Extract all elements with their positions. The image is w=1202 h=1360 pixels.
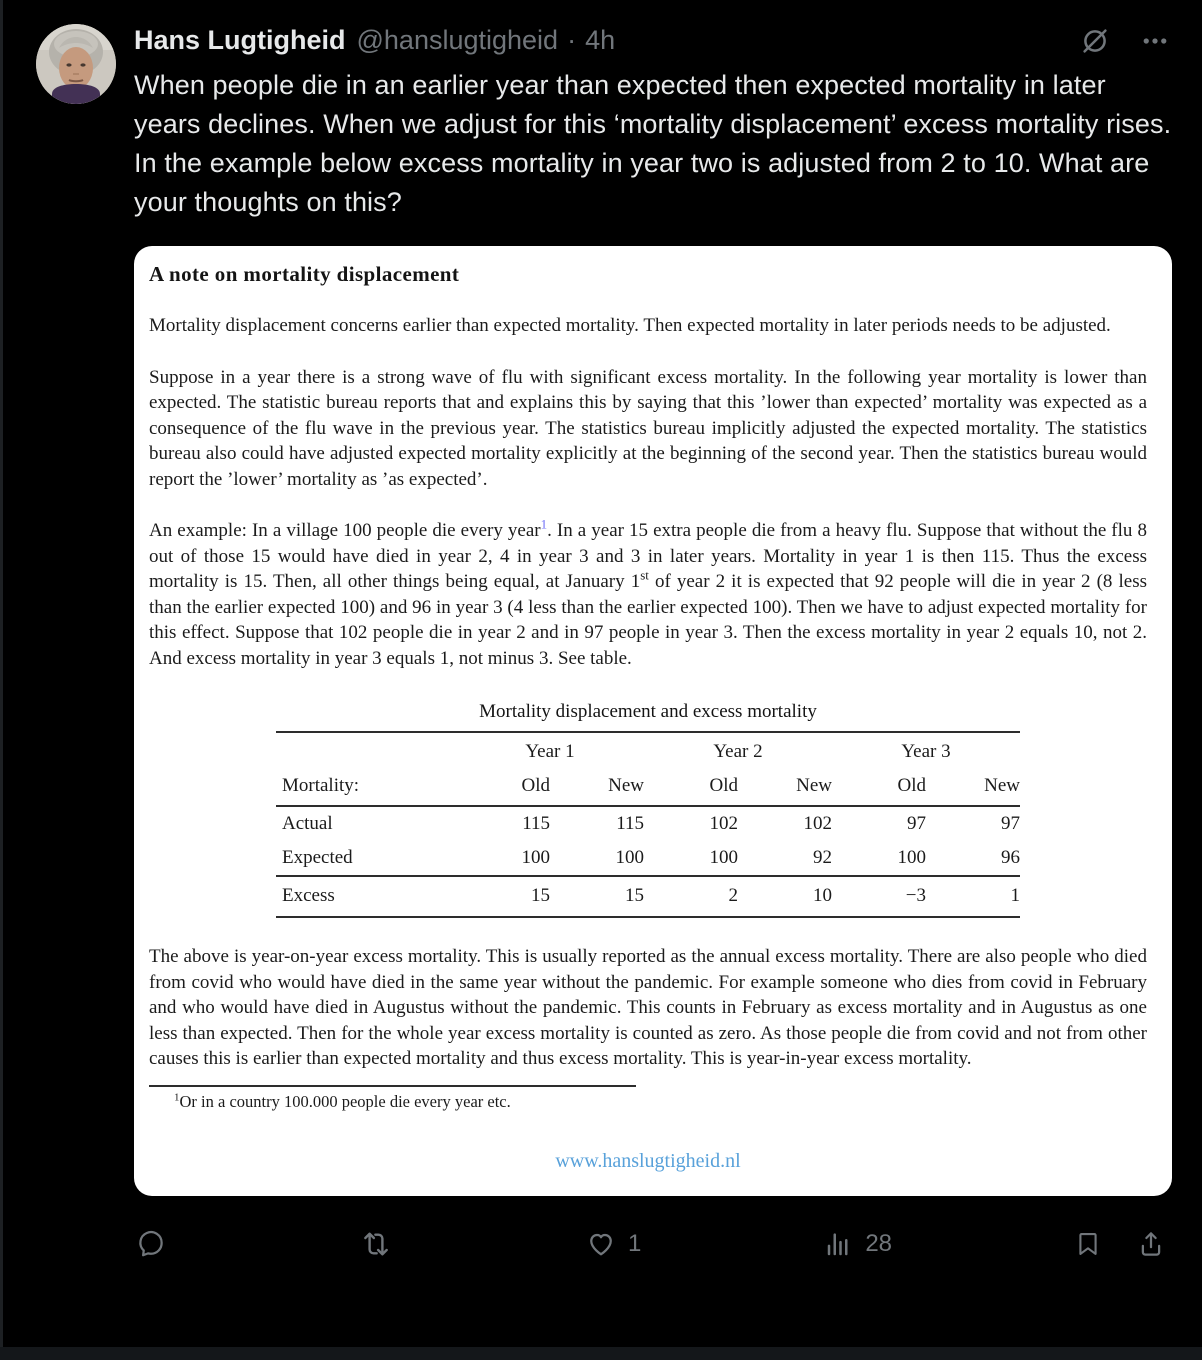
cell-value: 10 [738, 875, 832, 918]
footnote-marker: 1 [174, 1091, 180, 1103]
document-title: A note on mortality displacement [149, 262, 460, 286]
table-row-actual: Actual 115 115 102 102 97 97 [276, 806, 1020, 841]
footnote-divider [149, 1084, 636, 1087]
cell-value: 102 [803, 813, 833, 834]
table-row-excess: Excess 15 15 2 10 −3 1 [276, 875, 1020, 918]
example-text-part2: . In a year 15 extra people die from a h… [149, 520, 1147, 592]
cell-value: 115 [522, 813, 550, 834]
subheader-old-1: Old [456, 769, 550, 807]
document-paragraph-2: Suppose in a year there is a strong wave… [149, 366, 1147, 490]
document-footnote: 1Or in a country 100.000 people die ever… [174, 1092, 1147, 1112]
subheader-new-2: New [738, 769, 832, 807]
subheader-old-2: Old [644, 769, 738, 807]
share-icon [1141, 1231, 1161, 1256]
example-text-part3: of year 2 it is expected that 92 people … [149, 571, 1147, 669]
subheader-old-3: Old [832, 769, 926, 807]
author-name[interactable]: Hans Lugtigheid [134, 25, 346, 56]
bookmark-button[interactable] [1074, 1229, 1102, 1259]
table-row-expected: Expected 100 100 100 92 100 96 [276, 841, 1020, 876]
cell-value: 15 [550, 875, 644, 918]
row-label: Expected [282, 847, 353, 868]
row-label: Actual [282, 813, 333, 834]
document-paragraph-4: The above is year-on-year excess mortali… [149, 946, 1147, 1069]
analytics-bars-icon [828, 1232, 848, 1255]
mortality-label-header: Mortality: [276, 769, 456, 807]
cell-value: 100 [615, 847, 645, 868]
year3-header: Year 3 [832, 731, 1020, 769]
table-caption: Mortality displacement and excess mortal… [479, 701, 817, 722]
mortality-table-block: Mortality displacement and excess mortal… [149, 701, 1147, 918]
avatar-column [36, 24, 134, 1268]
subheader-new-1: New [550, 769, 644, 807]
action-right-group [1074, 1229, 1166, 1259]
header-icons [1078, 24, 1172, 58]
separator-dot: · [567, 25, 577, 56]
tweet-post: Hans Lugtigheid @hanslugtigheid · 4h Wh [36, 24, 1172, 1268]
grok-icon[interactable] [1078, 24, 1112, 58]
example-text-part1: An example: In a village 100 people die … [149, 520, 541, 541]
cell-value: 15 [456, 875, 550, 918]
tweet-header: Hans Lugtigheid @hanslugtigheid · 4h [134, 24, 1172, 58]
mortality-table: Year 1 Year 2 Year 3 Mortality: Old New … [276, 731, 1020, 918]
year2-header: Year 2 [644, 731, 832, 769]
repost-button[interactable] [360, 1228, 404, 1260]
view-count: 28 [865, 1229, 893, 1257]
ordinal-superscript: st [640, 567, 649, 583]
more-icon[interactable] [1138, 24, 1172, 58]
cell-value: 1 [926, 875, 1020, 918]
subheader-new-3: New [926, 769, 1020, 807]
bookmark-icon [1079, 1232, 1097, 1255]
table-subheader-row: Mortality: Old New Old New Old New [276, 769, 1020, 807]
cell-value: 100 [897, 847, 927, 868]
reply-icon [139, 1230, 163, 1256]
cell-value: 100 [521, 847, 551, 868]
empty-cell [276, 731, 456, 769]
like-button[interactable]: 1 [586, 1229, 641, 1259]
cell-value: −3 [832, 875, 926, 918]
cell-value: 97 [1001, 813, 1020, 834]
table-year-header-row: Year 1 Year 2 Year 3 [276, 731, 1020, 769]
avatar[interactable] [36, 24, 116, 104]
year1-header: Year 1 [456, 731, 644, 769]
tweet-content: Hans Lugtigheid @hanslugtigheid · 4h Wh [134, 24, 1172, 1268]
tweet-body-text: When people die in an earlier year than … [134, 70, 1172, 217]
views-button[interactable]: 28 [823, 1229, 892, 1259]
cell-value: 100 [709, 847, 739, 868]
row-label: Excess [276, 875, 456, 918]
next-item-separator [0, 1347, 1202, 1360]
attached-document-image[interactable]: A note on mortality displacement Mortali… [134, 246, 1172, 1196]
tweet-action-bar: 1 28 [136, 1220, 1166, 1268]
cell-value: 2 [644, 875, 738, 918]
reply-button[interactable] [136, 1229, 178, 1259]
document-paragraph-example: An example: In a village 100 people die … [149, 518, 1147, 671]
left-edge-divider [0, 0, 3, 1360]
heart-icon [590, 1233, 612, 1255]
avatar-portrait [36, 24, 116, 104]
timestamp[interactable]: 4h [585, 25, 616, 56]
cell-value: 97 [907, 813, 926, 834]
like-count: 1 [627, 1229, 642, 1257]
cell-value: 115 [616, 813, 644, 834]
document-paragraph-1: Mortality displacement concerns earlier … [149, 315, 1111, 336]
cell-value: 96 [1001, 847, 1020, 868]
footnote-marker-link: 1 [540, 516, 548, 532]
author-handle[interactable]: @hanslugtigheid [356, 25, 559, 56]
document-url-link[interactable]: www.hanslugtigheid.nl [555, 1149, 741, 1172]
footnote-text: Or in a country 100.000 people die every… [179, 1091, 511, 1111]
share-button[interactable] [1136, 1229, 1166, 1259]
cell-value: 102 [709, 813, 739, 834]
repost-icon [364, 1232, 388, 1255]
cell-value: 92 [813, 847, 832, 868]
